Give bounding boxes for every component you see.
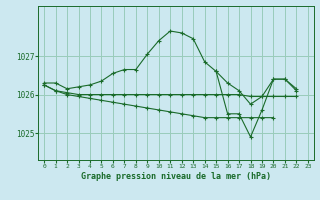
- X-axis label: Graphe pression niveau de la mer (hPa): Graphe pression niveau de la mer (hPa): [81, 172, 271, 181]
